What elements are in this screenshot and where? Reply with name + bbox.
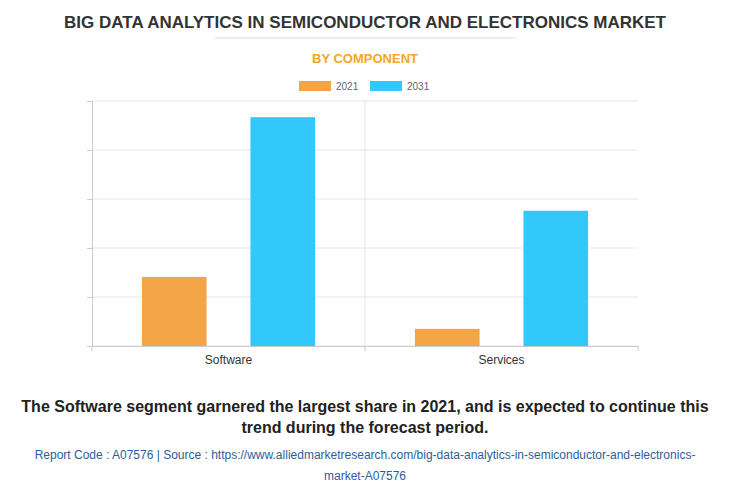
legend-swatch: [370, 81, 402, 91]
subtitle: BY COMPONENT: [312, 51, 418, 66]
category-divider: [365, 101, 366, 346]
y-axis-line: [92, 102, 93, 347]
y-tick-mark: [87, 150, 92, 151]
y-tick: [87, 199, 92, 200]
y-axis: [87, 102, 93, 347]
title: BIG DATA ANALYTICS IN SEMICONDUCTOR AND …: [64, 13, 667, 32]
y-tick-mark: [87, 346, 92, 347]
caption: The Software segment garnered the larges…: [0, 396, 730, 438]
y-tick: [87, 101, 92, 102]
y-tick-mark: [87, 199, 92, 200]
x-boundary-tick: [638, 346, 639, 351]
legend-label: 2021: [336, 81, 359, 92]
x-boundary-tick: [365, 346, 366, 351]
x-tick-label: Software: [205, 353, 253, 367]
bar: [142, 277, 207, 346]
y-tick: [87, 248, 92, 249]
title-rule: [215, 38, 515, 39]
bar: [523, 211, 588, 346]
y-tick: [87, 150, 92, 151]
bar: [415, 329, 480, 346]
grid: [92, 101, 638, 346]
legend-swatch: [299, 81, 331, 91]
bar: [250, 117, 315, 346]
category-dividers: [365, 101, 366, 346]
y-tick: [87, 346, 92, 347]
y-tick-mark: [87, 101, 92, 102]
legend: 2021 2031: [299, 81, 430, 92]
x-tick: Software: [205, 346, 253, 367]
x-boundary-tick: [92, 346, 93, 351]
x-boundary-ticks: [92, 346, 638, 351]
bars: [142, 117, 588, 346]
y-tick-mark: [87, 248, 92, 249]
y-tick-mark: [87, 297, 92, 298]
x-tick-label: Services: [478, 353, 524, 367]
y-tick: [87, 297, 92, 298]
legend-label: 2031: [407, 81, 430, 92]
x-axis: Software Services: [93, 346, 639, 367]
source-note: Report Code : A07576 | Source : https://…: [0, 445, 730, 487]
x-tick: Services: [478, 346, 524, 367]
